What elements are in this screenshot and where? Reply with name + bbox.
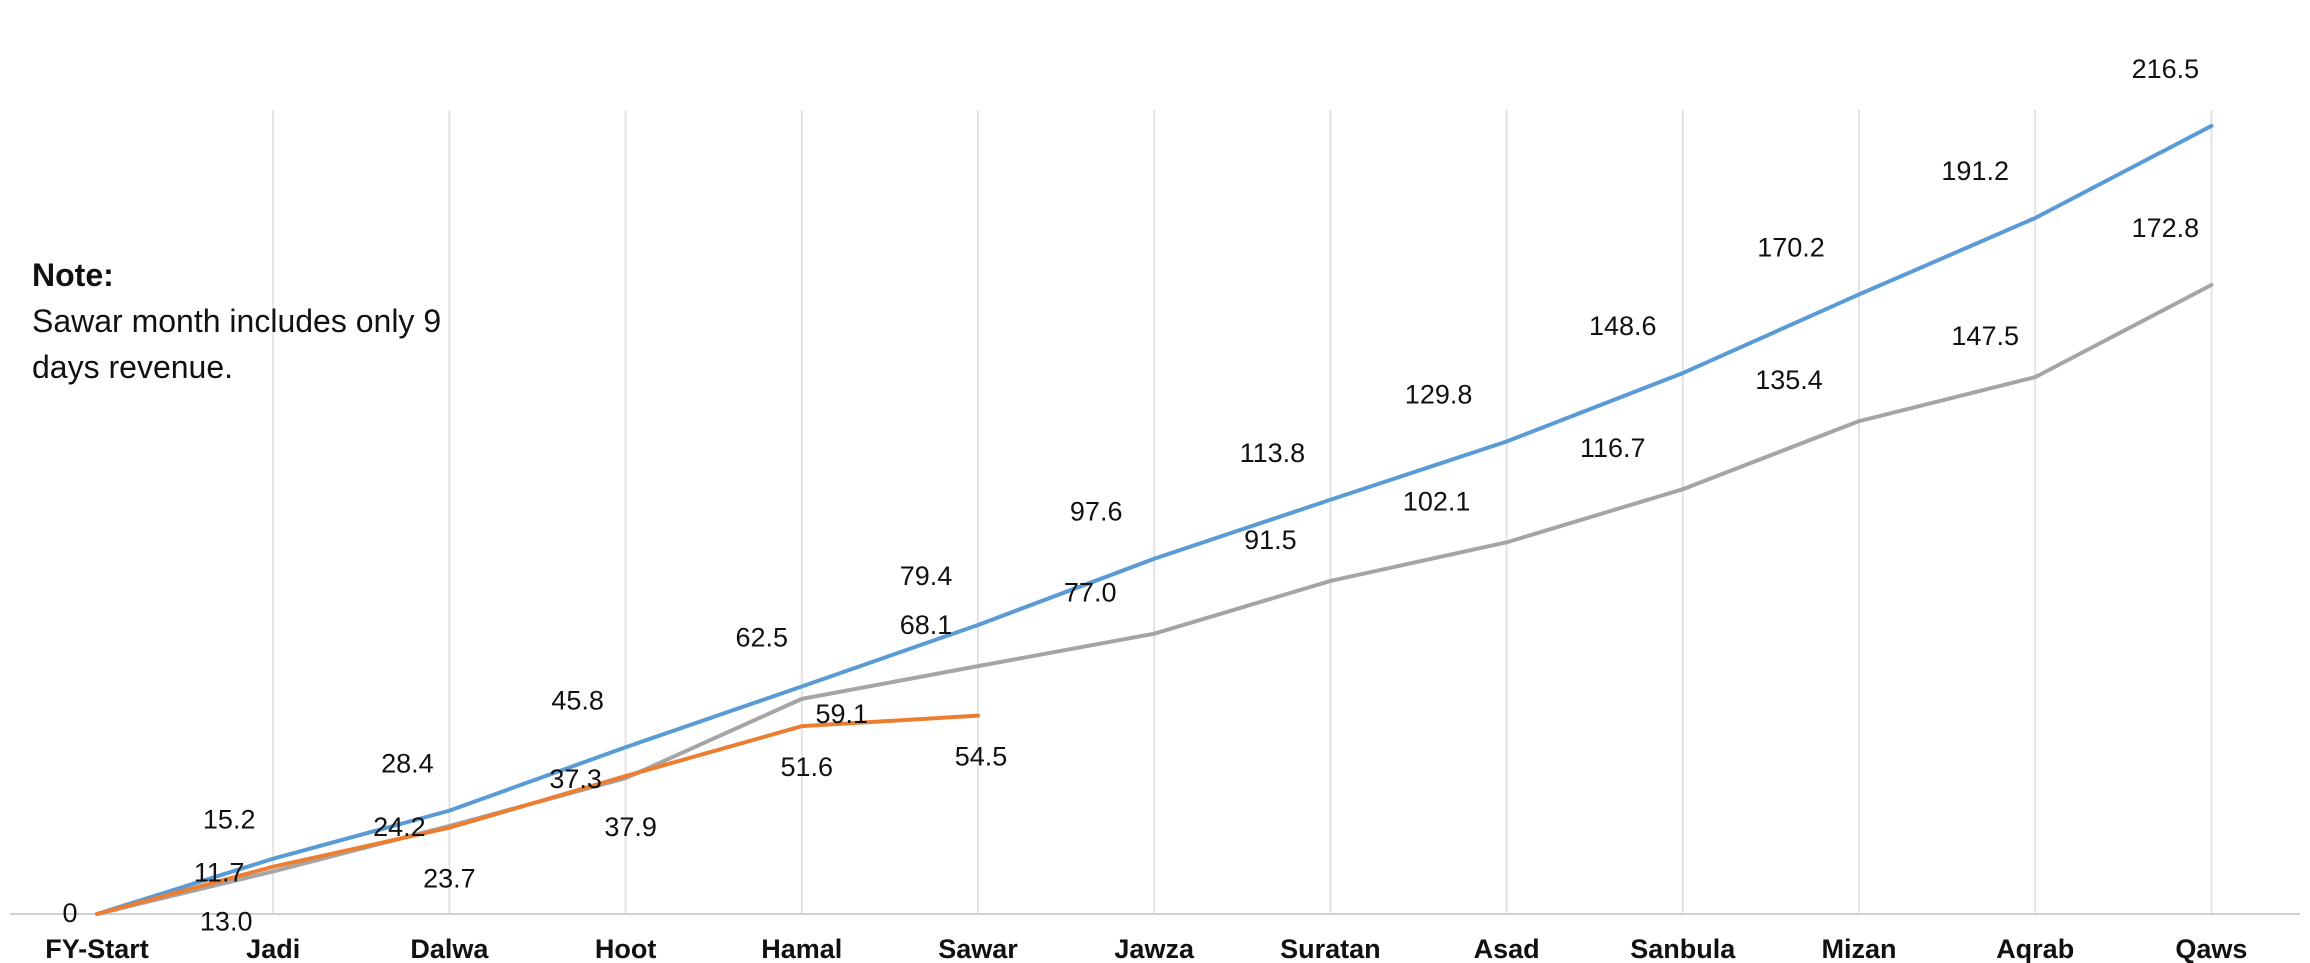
data-label: 170.2 [1757,232,1825,262]
x-tick-label: Jadi [246,934,300,963]
data-label: 77.0 [1064,578,1117,608]
baseline-zero-label: 0 [62,898,77,928]
data-label: 216.5 [2132,54,2200,84]
x-tick-label: Hamal [761,934,842,963]
data-label: 116.7 [1580,433,1646,463]
x-tick-label: Mizan [1821,934,1896,963]
data-label: 51.6 [781,752,834,782]
series-line-0 [95,123,2214,916]
data-label: 23.7 [423,864,476,894]
data-label: 172.8 [2132,213,2200,243]
x-tick-label: Qaws [2175,934,2247,963]
data-label: 15.2 [203,805,256,835]
data-label: 59.1 [816,699,869,729]
data-label: 97.6 [1070,497,1123,527]
x-tick-label: Jawza [1114,934,1195,963]
x-tick-labels: FY-Start Jadi Dalwa Hoot Hamal Sawar Jawza Sura… [45,934,2247,963]
x-tick-label: Hoot [595,934,656,963]
series-lines [95,123,2214,916]
x-tick-label: Suratan [1280,934,1381,963]
data-label: 129.8 [1405,380,1473,410]
x-tick-label: Sawar [938,934,1018,963]
data-labels: 15.2 28.4 45.8 62.5 79.4 97.6 113.8 129.8 148.6 1… [194,54,2199,937]
x-tick-label: Sanbula [1630,934,1736,963]
note-text: Sawar month includes only 9 days revenue… [32,303,442,385]
x-tick-label: Aqrab [1996,934,2074,963]
data-label: 148.6 [1589,311,1657,341]
x-tick-label: Dalwa [410,934,489,963]
data-label: 54.5 [955,742,1008,772]
data-label: 91.5 [1244,525,1297,555]
data-label: 45.8 [551,685,604,715]
series-line-2 [95,713,980,916]
chart-note: Note: Sawar month includes only 9 days r… [32,252,492,390]
data-label: 62.5 [736,623,789,653]
x-tick-label: Asad [1474,934,1540,963]
data-label: 191.2 [1941,156,2009,186]
data-label: 147.5 [1951,321,2019,351]
data-label: 135.4 [1755,365,1823,395]
note-title: Note: [32,257,114,293]
data-label: 24.2 [373,812,426,842]
data-label: 11.7 [194,857,245,887]
data-label: 37.9 [604,812,657,842]
data-label: 102.1 [1403,486,1471,516]
x-tick-label: FY-Start [45,934,149,963]
data-label: 79.4 [900,561,953,591]
vertical-gridlines [272,110,2213,914]
data-label: 28.4 [381,749,434,779]
data-label: 37.3 [549,764,602,794]
data-label: 13.0 [200,907,253,937]
data-label: 68.1 [900,610,953,640]
data-label: 113.8 [1240,438,1306,468]
